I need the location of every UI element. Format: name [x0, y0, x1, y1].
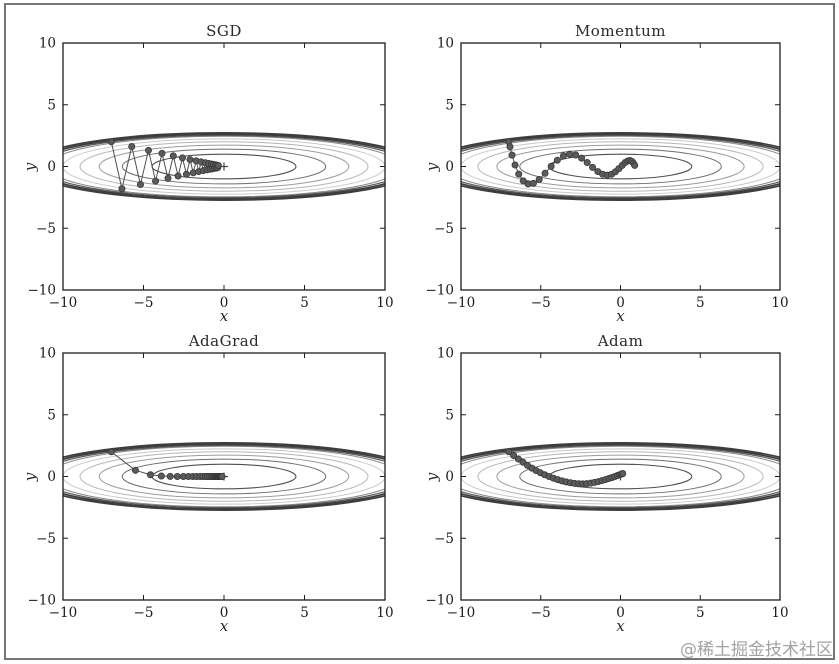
svg-text:10: 10 [39, 346, 56, 362]
svg-text:0: 0 [220, 295, 229, 311]
tick-labels: −10 −5 0 5 10 −10 −5 0 5 10 [28, 346, 394, 622]
svg-text:5: 5 [300, 605, 309, 621]
svg-text:10: 10 [39, 36, 56, 52]
svg-text:−5: −5 [531, 295, 551, 311]
svg-text:5: 5 [445, 407, 454, 423]
svg-text:5: 5 [445, 97, 454, 113]
svg-text:−10: −10 [49, 605, 78, 621]
svg-text:−5: −5 [134, 605, 154, 621]
y-axis-label-sgd: y [21, 162, 39, 172]
svg-text:0: 0 [616, 605, 625, 621]
svg-text:10: 10 [771, 605, 788, 621]
plot-title-momentum: Momentum [574, 22, 667, 40]
plot-title-sgd: SGD [206, 22, 242, 40]
axis-ticks [62, 42, 386, 291]
svg-text:5: 5 [696, 605, 705, 621]
trajectory-points [505, 138, 639, 188]
contour-lines [461, 442, 780, 511]
svg-text:−5: −5 [36, 531, 56, 547]
y-axis-label-adam: y [423, 472, 441, 482]
y-axis-label-adagrad: y [21, 472, 39, 482]
svg-text:−10: −10 [28, 283, 57, 299]
axis-ticks [62, 352, 386, 601]
svg-text:−10: −10 [447, 605, 476, 621]
svg-text:−5: −5 [134, 295, 154, 311]
plot-title-adagrad: AdaGrad [188, 332, 260, 350]
svg-text:0: 0 [47, 159, 56, 175]
svg-text:−10: −10 [426, 593, 455, 609]
watermark-text: @稀土掘金技术社区 [680, 640, 833, 660]
trajectory-points [505, 448, 627, 488]
y-axis-label-momentum: y [423, 162, 441, 172]
svg-text:−5: −5 [434, 531, 454, 547]
svg-text:0: 0 [220, 605, 229, 621]
x-axis-label-adam: x [616, 617, 625, 635]
svg-text:10: 10 [376, 605, 393, 621]
tick-labels: −10 −5 0 5 10 −10 −5 0 5 10 [28, 36, 394, 312]
x-axis-label-momentum: x [616, 307, 625, 325]
svg-text:0: 0 [445, 469, 454, 485]
contour-lines [63, 132, 385, 201]
svg-text:5: 5 [47, 97, 56, 113]
contour-lines [461, 132, 780, 201]
svg-text:0: 0 [616, 295, 625, 311]
svg-text:10: 10 [437, 36, 454, 52]
axis-ticks [460, 42, 781, 291]
svg-text:10: 10 [376, 295, 393, 311]
svg-text:5: 5 [300, 295, 309, 311]
tick-labels: −10 −5 0 5 10 −10 −5 0 5 10 [426, 36, 789, 312]
contour-lines [63, 442, 385, 511]
svg-text:−10: −10 [28, 593, 57, 609]
svg-text:−5: −5 [531, 605, 551, 621]
trajectory-points [107, 138, 222, 193]
svg-text:10: 10 [437, 346, 454, 362]
plot-title-adam: Adam [597, 332, 644, 350]
svg-text:5: 5 [696, 295, 705, 311]
svg-text:0: 0 [47, 469, 56, 485]
svg-text:−10: −10 [49, 295, 78, 311]
svg-text:−10: −10 [447, 295, 476, 311]
svg-text:5: 5 [47, 407, 56, 423]
sgd-plot-canvas: −10 −5 0 5 10 −10 −5 0 5 10 [28, 36, 394, 312]
adam-plot-canvas: −10 −5 0 5 10 −10 −5 0 5 10 [426, 346, 789, 622]
svg-text:−5: −5 [36, 221, 56, 237]
axis-ticks [460, 352, 781, 601]
trajectory-points [107, 448, 226, 481]
tick-labels: −10 −5 0 5 10 −10 −5 0 5 10 [426, 346, 789, 622]
adagrad-plot-canvas: −10 −5 0 5 10 −10 −5 0 5 10 [28, 346, 394, 622]
svg-text:0: 0 [445, 159, 454, 175]
x-axis-label-adagrad: x [219, 617, 229, 635]
trajectory-path [110, 141, 219, 189]
momentum-plot-canvas: −10 −5 0 5 10 −10 −5 0 5 10 [426, 36, 789, 312]
svg-text:−10: −10 [426, 283, 455, 299]
svg-text:−5: −5 [434, 221, 454, 237]
x-axis-label-sgd: x [219, 307, 229, 325]
svg-text:10: 10 [771, 295, 788, 311]
